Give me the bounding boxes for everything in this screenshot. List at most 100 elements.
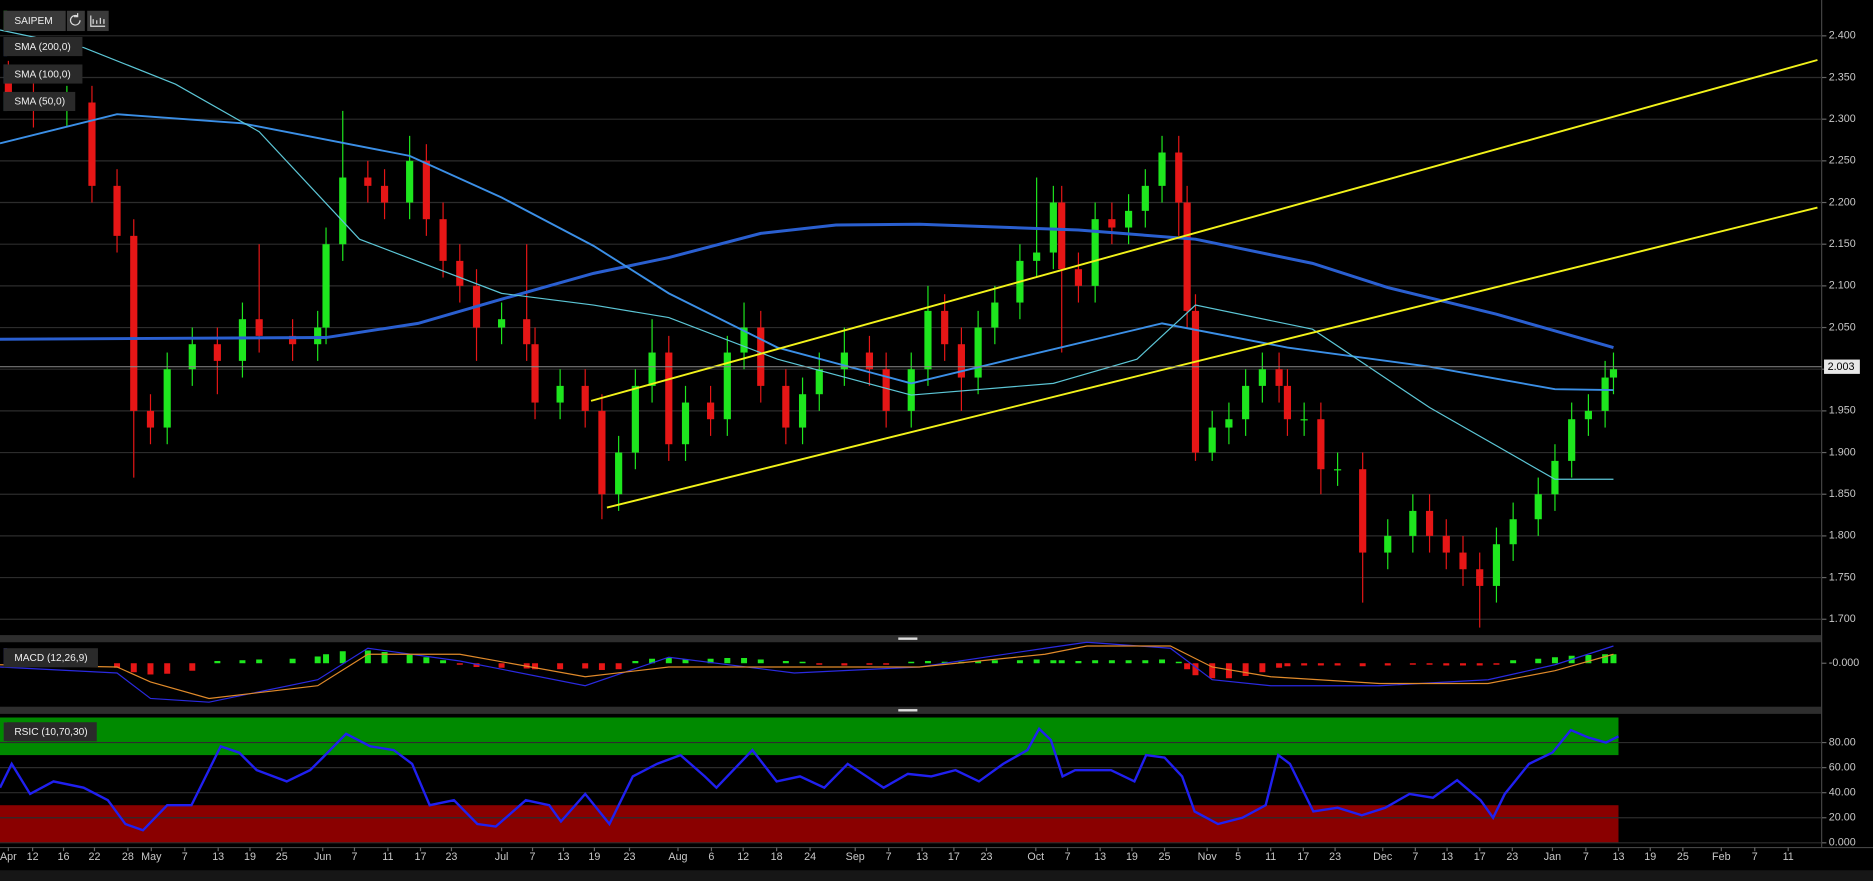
refresh-button[interactable] <box>66 10 85 32</box>
histogram-bar <box>1125 660 1132 664</box>
rsi-band <box>0 717 1619 756</box>
y-tick-label: 20.00 <box>1829 812 1856 824</box>
candle-body <box>439 219 447 261</box>
x-tick-label: 7 <box>351 851 357 863</box>
candle-body <box>1049 202 1057 253</box>
rsi-line <box>0 726 1620 832</box>
histogram-bar <box>1460 663 1466 666</box>
indicator-box[interactable] <box>3 722 97 742</box>
histogram-bar <box>1334 663 1341 666</box>
candle-body <box>1183 202 1191 311</box>
moving-average <box>0 222 1614 349</box>
histogram-bar <box>473 663 480 667</box>
legend-box[interactable] <box>3 37 83 57</box>
indicator-box[interactable] <box>3 648 98 668</box>
macd-line <box>0 641 1614 703</box>
histogram-bar <box>381 651 388 664</box>
trendline <box>590 59 1818 402</box>
histogram-bar <box>1184 663 1191 670</box>
x-tick-label: Jun <box>314 851 331 863</box>
histogram-bar <box>1551 657 1558 664</box>
candle-body <box>188 344 196 370</box>
x-tick-label: 7 <box>1412 851 1418 863</box>
x-tick-label: 11 <box>1783 851 1794 863</box>
y-tick-label: 2.250 <box>1829 155 1856 167</box>
candle-body <box>1609 369 1618 378</box>
candle-body <box>631 385 639 453</box>
candle-body <box>757 327 765 386</box>
candle-body <box>1384 535 1392 553</box>
x-tick-label: 25 <box>276 851 288 863</box>
indicator-label: RSIC (10,70,30) <box>14 727 87 738</box>
x-tick-label: 19 <box>1126 851 1138 863</box>
histogram-bar <box>991 660 998 664</box>
histogram-bar <box>323 654 330 664</box>
candle-body <box>740 327 748 353</box>
moving-average <box>0 29 1614 480</box>
x-tick-label: 12 <box>737 851 749 863</box>
candle-body <box>88 102 96 186</box>
symbol-box[interactable] <box>3 10 66 32</box>
candle-body <box>1158 152 1166 186</box>
candle-body <box>723 352 731 420</box>
histogram-bar <box>130 663 137 673</box>
histogram-bar <box>423 657 430 664</box>
x-tick-label: 23 <box>980 851 992 863</box>
x-tick-label: Feb <box>1712 851 1731 863</box>
x-tick-label: Oct <box>1027 851 1044 863</box>
x-tick-label: 22 <box>88 851 100 863</box>
y-tick-label: 2.350 <box>1829 71 1856 83</box>
histogram-bar <box>1317 663 1324 666</box>
histogram-bar <box>314 656 321 664</box>
candle-body <box>1033 252 1041 261</box>
candle-body <box>598 410 606 495</box>
histogram-bar <box>1159 659 1166 664</box>
histogram-bar <box>799 661 806 664</box>
candle-body <box>1191 310 1200 453</box>
candle-body <box>339 177 347 245</box>
x-tick-label: 7 <box>182 851 188 863</box>
histogram-bar <box>456 663 463 665</box>
settings-icon <box>90 15 106 27</box>
legend-label: SMA (200,0) <box>14 42 70 53</box>
histogram-bar <box>1535 658 1542 664</box>
histogram-bar <box>214 660 221 664</box>
candle-body <box>213 344 221 361</box>
plot-layers: 1.7001.7501.8001.8501.9001.9502.0002.050… <box>0 10 1860 863</box>
x-tick-label: 13 <box>1441 851 1453 863</box>
candle-body <box>974 327 982 378</box>
candle-body <box>556 385 564 403</box>
legend-box[interactable] <box>3 64 83 84</box>
y-tick-label: 1.750 <box>1829 571 1856 583</box>
legend-box[interactable] <box>3 91 76 112</box>
candle-body <box>815 369 823 395</box>
x-tick-label: 19 <box>1644 851 1656 863</box>
y-tick-label: 2.400 <box>1829 30 1856 42</box>
histogram-bar <box>1242 663 1249 676</box>
x-tick-label: 13 <box>916 851 928 863</box>
histogram-bar <box>1493 663 1500 665</box>
x-tick-label: 7 <box>1065 851 1071 863</box>
candle-body <box>840 352 848 370</box>
y-tick-label: 2.150 <box>1829 238 1856 250</box>
trendline <box>606 206 1818 509</box>
x-tick-label: 12 <box>27 851 39 863</box>
histogram-bar <box>598 663 605 670</box>
histogram-bar <box>189 663 196 671</box>
candle-body <box>1074 269 1083 286</box>
grid-layer <box>0 35 1827 852</box>
histogram-bar <box>557 663 564 670</box>
histogram-bar <box>908 661 915 664</box>
histogram-bar <box>1075 660 1082 664</box>
candle-body <box>1283 385 1292 420</box>
histogram-bar <box>649 658 656 664</box>
y-tick-label: -0.000 <box>1829 657 1859 669</box>
candle-body <box>1534 494 1542 520</box>
histogram-bar <box>1058 660 1065 664</box>
x-tick-label: 13 <box>1094 851 1106 863</box>
candle-body <box>1409 510 1417 536</box>
x-tick-label: 18 <box>771 851 783 863</box>
navigator[interactable] <box>0 870 1873 881</box>
histogram-bar <box>724 657 731 664</box>
